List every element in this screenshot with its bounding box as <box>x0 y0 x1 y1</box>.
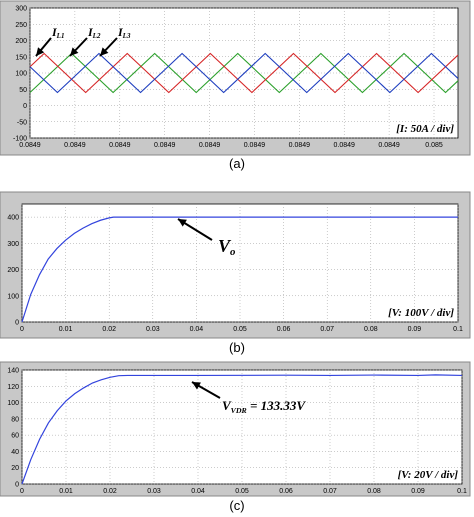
chart-a-caption: (a) <box>229 156 245 171</box>
scale-label: [V: 20V / div] <box>398 469 459 481</box>
x-tick-label: 0.07 <box>323 488 337 495</box>
chart-a-panel: -100 -50 0 50 100 150 200 250 300 0.0849 0.0849 0.0… <box>0 0 474 160</box>
y-tick-label: 20 <box>11 465 19 472</box>
chart-c-svg: 0 20 40 60 80 100 120 140 0 0.01 0.02 0.03 0.04 0.05 0… <box>0 361 471 497</box>
chart-a-svg: -100 -50 0 50 100 150 200 250 300 0.0849 0.0849 0.0… <box>0 0 471 156</box>
x-tick-label: 0.0849 <box>154 142 176 149</box>
y-tick-label: 300 <box>7 241 19 248</box>
series-line-l2 <box>29 52 459 94</box>
x-tick-label: 0.085 <box>425 142 443 149</box>
scale-label: [V: 100V / div] <box>388 307 454 319</box>
x-tick-label: 0.05 <box>233 326 247 333</box>
x-tick-label: 0.0849 <box>244 142 266 149</box>
y-tick-label: -50 <box>17 119 27 126</box>
x-tick-label: 0.04 <box>190 326 204 333</box>
y-tick-label: 100 <box>7 293 19 300</box>
series-label-l3: IL3 <box>117 25 131 40</box>
x-tick-label: 0.06 <box>277 326 291 333</box>
y-tick-label: 60 <box>11 433 19 440</box>
series-label-l2: IL2 <box>87 25 101 40</box>
x-tick-label: 0.0849 <box>378 142 400 149</box>
y-tick-label: 200 <box>15 38 27 45</box>
y-tick-label: 100 <box>7 400 19 407</box>
chart-b-svg: 0 100 200 300 400 0 0.01 0.02 0.03 0.04 0.05 0.06 0.… <box>0 191 471 339</box>
series-line-l1 <box>29 52 459 94</box>
y-tick-label: 40 <box>11 449 19 456</box>
y-tick-label: 300 <box>15 6 27 13</box>
y-tick-label: 400 <box>7 215 19 222</box>
y-tick-label: 140 <box>7 368 19 375</box>
annotation-arrow-head <box>192 382 201 390</box>
y-tick-label: 150 <box>15 54 27 61</box>
chart-b-panel: 0 100 200 300 400 0 0.01 0.02 0.03 0.04 0.05 0.06 0.… <box>0 190 474 340</box>
series-arrow-l1-head <box>36 47 45 56</box>
x-tick-label: 0.09 <box>408 326 422 333</box>
annotation-label: Vo <box>218 236 236 258</box>
x-tick-label: 0.0849 <box>64 142 86 149</box>
y-tick-label: 200 <box>7 267 19 274</box>
x-tick-label: 0.02 <box>103 488 117 495</box>
x-tick-label: 0.01 <box>59 326 73 333</box>
x-tick-label: 0.02 <box>102 326 116 333</box>
series-arrow-l3-head <box>100 47 109 56</box>
x-tick-label: 0.08 <box>364 326 378 333</box>
y-tick-label: -100 <box>13 136 27 143</box>
x-tick-label: 0.03 <box>146 326 160 333</box>
series-line <box>21 374 463 485</box>
scale-label: [I: 50A / div] <box>396 123 454 135</box>
x-tick-label: 0.08 <box>367 488 381 495</box>
x-tick-label: 0.0849 <box>334 142 356 149</box>
x-tick-label: 0.05 <box>235 488 249 495</box>
x-tick-label: 0.0849 <box>109 142 131 149</box>
x-tick-label: 0.0849 <box>199 142 221 149</box>
x-tick-label: 0 <box>20 326 24 333</box>
x-tick-label: 0.06 <box>279 488 293 495</box>
y-tick-label: 100 <box>15 71 27 78</box>
chart-b-caption: (b) <box>229 340 245 355</box>
x-tick-label: 0.1 <box>457 488 467 495</box>
annotation-arrow-head <box>178 219 187 227</box>
y-tick-label: 50 <box>19 87 27 94</box>
y-tick-label: 120 <box>7 384 19 391</box>
x-tick-label: 0.1 <box>453 326 463 333</box>
x-tick-label: 0.01 <box>59 488 73 495</box>
x-tick-label: 0 <box>20 488 24 495</box>
x-tick-label: 0.04 <box>191 488 205 495</box>
series-label-l1: IL1 <box>51 25 64 40</box>
y-tick-label: 0 <box>15 482 19 489</box>
y-tick-label: 0 <box>15 320 19 327</box>
y-tick-label: 0 <box>23 103 27 110</box>
x-tick-label: 0.0849 <box>289 142 311 149</box>
series-line-l3 <box>29 52 459 94</box>
plot-area <box>21 203 459 323</box>
y-tick-label: 250 <box>15 22 27 29</box>
x-tick-label: 0.07 <box>320 326 334 333</box>
chart-c-panel: 0 20 40 60 80 100 120 140 0 0.01 0.02 0.03 0.04 0.05 0… <box>0 360 474 500</box>
x-tick-label: 0.0849 <box>19 142 41 149</box>
chart-c-caption: (c) <box>229 498 245 513</box>
x-tick-label: 0.09 <box>411 488 425 495</box>
annotation-label: VVDR = 133.33V <box>222 398 306 415</box>
y-tick-label: 80 <box>11 416 19 423</box>
series-arrow-l2-head <box>70 47 79 56</box>
series-line <box>21 216 458 323</box>
x-tick-label: 0.03 <box>147 488 161 495</box>
